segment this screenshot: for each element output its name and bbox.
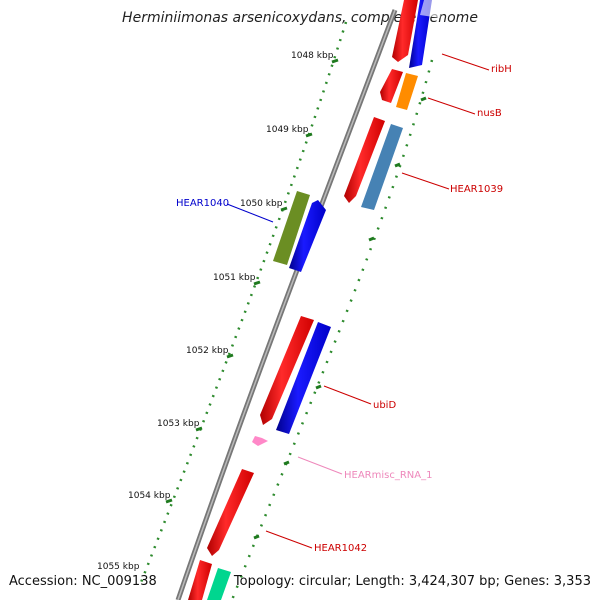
scale-tick-1049: [305, 132, 313, 138]
gene-HEARmisc_RNA_1-pink[interactable]: [252, 436, 268, 446]
scale-label-1048: 1048 kbp: [291, 51, 334, 61]
gene-red-bottom[interactable]: [188, 560, 212, 600]
scale-tick-1050: [280, 206, 288, 212]
scale-label-1055: 1055 kbp: [97, 562, 140, 572]
scale-label-1052: 1052 kbp: [186, 346, 229, 356]
scale-label-1053: 1053 kbp: [157, 419, 200, 429]
scale-tick-1053: [195, 426, 203, 432]
gene-HEAR1039-steelblue[interactable]: [361, 124, 403, 210]
accession-text: Accession: NC_009138: [9, 574, 157, 589]
gene-ribH-blue[interactable]: [409, 0, 432, 68]
gene-red-near-nusB[interactable]: [380, 69, 403, 103]
right-track-ticks: [253, 96, 427, 540]
gene-ubiD-blue[interactable]: [276, 322, 331, 434]
label-ubiD[interactable]: ubiD: [373, 400, 396, 411]
gene-red-near-HEAR1042[interactable]: [207, 469, 254, 556]
scale-ticks: [165, 58, 339, 504]
gene-red-near-HEAR1039[interactable]: [344, 117, 385, 203]
label-HEAR1040[interactable]: HEAR1040: [176, 198, 229, 209]
gene-teal-bottom[interactable]: [207, 568, 231, 600]
gene-ribH-red[interactable]: [392, 0, 418, 62]
scale-label-1054: 1054 kbp: [128, 491, 171, 501]
scale-tick-1048: [331, 58, 339, 64]
genome-summary-text: Topology: circular; Length: 3,424,307 bp…: [233, 574, 591, 589]
gene-blue-near-HEAR1040[interactable]: [289, 200, 326, 272]
gene-red-near-ubiD[interactable]: [260, 316, 314, 425]
right-dotted-track: [230, 59, 434, 600]
gene-HEAR1040-olive[interactable]: [273, 191, 310, 265]
gene-nusB-orange[interactable]: [396, 73, 418, 110]
scale-label-1050: 1050 kbp: [240, 199, 283, 209]
scale-tick-1054: [165, 498, 173, 504]
scale-label-1049: 1049 kbp: [266, 125, 309, 135]
gene-ribH-top-white: [420, 0, 445, 18]
label-HEARmisc_RNA_1[interactable]: HEARmisc_RNA_1: [344, 470, 433, 481]
scale-tick-1051: [253, 280, 261, 286]
scale-tick-1052: [226, 353, 234, 359]
scale-label-1051: 1051 kbp: [213, 273, 256, 283]
label-nusB[interactable]: nusB: [477, 108, 502, 119]
label-leaders: [226, 53, 490, 549]
label-ribH[interactable]: ribH: [491, 64, 512, 75]
label-HEAR1039[interactable]: HEAR1039: [450, 184, 503, 195]
label-HEAR1042[interactable]: HEAR1042: [314, 543, 367, 554]
